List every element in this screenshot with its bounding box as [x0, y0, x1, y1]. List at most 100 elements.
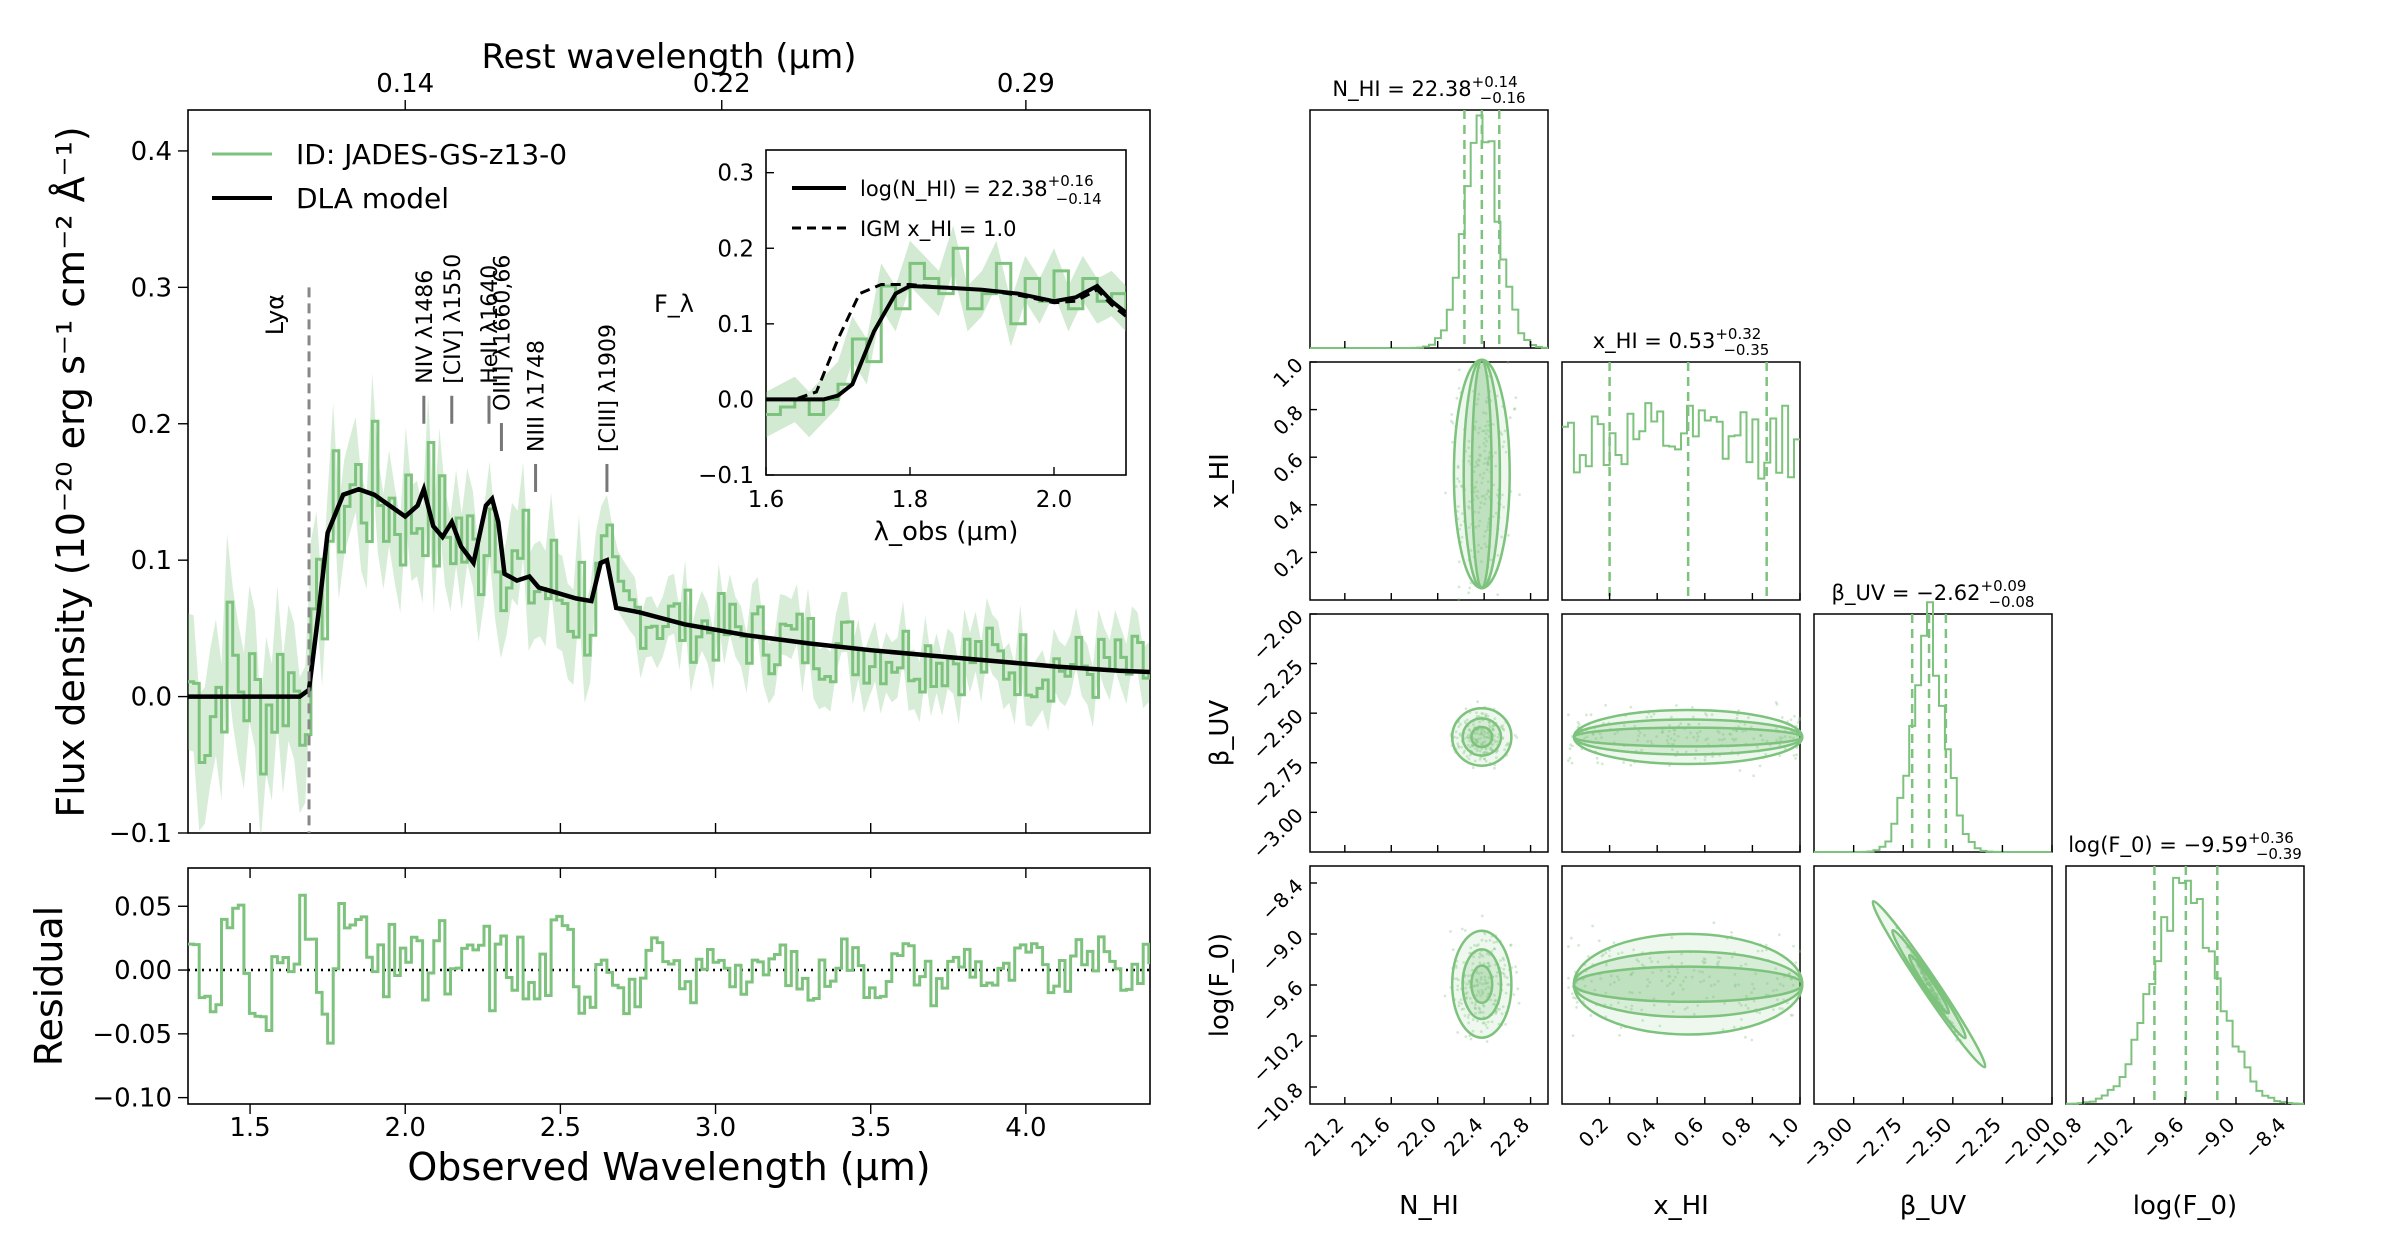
corner-sample-point	[1568, 756, 1572, 760]
corner-sample-point	[1672, 979, 1675, 982]
corner-sample-point	[1572, 996, 1575, 999]
corner-sample-point	[1934, 992, 1937, 996]
corner-sample-point	[1504, 1022, 1507, 1026]
corner-xtick-label: −2.75	[1846, 1113, 1906, 1173]
corner-sample-point	[1500, 433, 1504, 436]
spectrum-xtick-label: 4.0	[1005, 1113, 1046, 1143]
corner-sample-point	[1930, 989, 1934, 993]
corner-sample-point	[1473, 465, 1477, 469]
corner-sample-point	[1492, 941, 1496, 944]
inset-xtick-label: 2.0	[1036, 487, 1073, 513]
emission-line-label: HeII λ1640	[478, 265, 503, 384]
corner-sample-point	[1684, 750, 1688, 754]
corner-sample-point	[1660, 730, 1664, 734]
corner-title: N_HI = 22.38+0.14 −0.16	[1332, 73, 1525, 107]
corner-sample-point	[1761, 738, 1765, 742]
corner-sample-point	[1585, 735, 1589, 739]
corner-sample-point	[1495, 394, 1499, 398]
corner-histogram	[1562, 402, 1800, 480]
corner-sample-point	[1792, 944, 1795, 948]
corner-sample-point	[1456, 477, 1459, 481]
corner-sample-point	[1467, 1021, 1471, 1025]
corner-title: x_HI = 0.53+0.32 −0.35	[1593, 325, 1770, 359]
corner-sample-point	[1483, 449, 1487, 453]
corner-sample-point	[1633, 724, 1637, 728]
corner-sample-point	[1704, 738, 1708, 742]
inset-ytick-label: −0.1	[698, 463, 754, 489]
corner-sample-point	[1473, 759, 1477, 763]
spectrum-ytick-label: 0.2	[131, 410, 172, 440]
corner-sample-point	[1765, 982, 1769, 985]
dla-model-series	[188, 481, 1150, 699]
corner-sample-point	[1467, 505, 1470, 508]
corner-sample-point	[1930, 989, 1933, 992]
corner-sample-point	[1750, 991, 1754, 994]
corner-sample-point	[1716, 729, 1720, 733]
corner-sample-point	[1478, 720, 1482, 724]
corner-sample-point	[1493, 993, 1496, 997]
residual-ytick-label: −0.10	[92, 1084, 172, 1114]
corner-sample-point	[1640, 963, 1644, 967]
corner-panel: x_HI = 0.53+0.32 −0.35	[1561, 325, 1801, 601]
residual-ticks: −0.10 −0.05 0.00 0.05	[92, 892, 188, 1114]
corner-sample-point	[1608, 948, 1611, 952]
corner-sample-point	[1699, 980, 1702, 984]
corner-sample-point	[1602, 953, 1605, 956]
corner-sample-point	[1515, 970, 1518, 974]
corner-sample-point	[1924, 977, 1928, 981]
corner-sample-point	[1480, 712, 1484, 715]
corner-sample-point	[1743, 723, 1747, 726]
corner-sample-point	[1477, 714, 1481, 718]
corner-sample-point	[1660, 979, 1664, 983]
corner-sample-point	[1467, 974, 1470, 978]
corner-sample-point	[1476, 397, 1480, 401]
corner-sample-point	[1697, 722, 1701, 726]
corner-ylabel: x_HI	[1205, 453, 1235, 509]
corner-sample-point	[1486, 525, 1489, 529]
corner-sample-point	[1929, 986, 1933, 990]
corner-sample-point	[1600, 762, 1604, 766]
corner-sample-point	[1591, 733, 1595, 736]
corner-title-plus: +0.32	[1715, 325, 1761, 343]
corner-xtick-label: −3.00	[1797, 1113, 1857, 1173]
corner-sample-point	[1460, 1007, 1464, 1011]
corner-sample-point	[1593, 988, 1597, 992]
residual-ylabel: Residual	[27, 906, 71, 1066]
corner-sample-point	[1717, 738, 1721, 742]
corner-sample-point	[1733, 984, 1737, 988]
corner-sample-point	[1935, 996, 1939, 1000]
corner-sample-point	[1456, 466, 1460, 470]
corner-sample-point	[1488, 721, 1492, 724]
corner-sample-point	[1752, 987, 1756, 991]
corner-sample-point	[1650, 960, 1653, 963]
corner-panel: N_HI = 22.38+0.14 −0.16	[1309, 73, 1549, 349]
corner-sample-point	[1686, 1006, 1689, 1009]
corner-sample-point	[1772, 989, 1775, 992]
corner-ytick-label: −2.25	[1247, 654, 1307, 714]
corner-sample-point	[1501, 724, 1505, 727]
corner-sample-point	[1571, 1034, 1575, 1037]
corner-sample-point	[1483, 542, 1487, 546]
corner-sample-point	[1681, 987, 1685, 991]
corner-sample-point	[1502, 967, 1506, 971]
inset-xlabel: λ_obs (µm)	[874, 517, 1019, 547]
corner-sample-point	[1468, 997, 1472, 1000]
corner-sample-point	[1936, 997, 1939, 1000]
corner-sample-point	[1459, 523, 1463, 527]
corner-sample-point	[1482, 1011, 1485, 1014]
corner-sample-point	[1717, 960, 1720, 964]
corner-sample-point	[1764, 753, 1768, 756]
corner-sample-point	[1475, 971, 1479, 975]
corner-sample-point	[1744, 1035, 1747, 1039]
corner-sample-point	[1486, 461, 1489, 465]
corner-sample-point	[1629, 972, 1633, 976]
corner-sample-point	[1482, 535, 1486, 538]
corner-sample-point	[1783, 735, 1787, 738]
corner-sample-point	[1483, 757, 1487, 761]
corner-sample-point	[1692, 735, 1696, 739]
corner-sample-point	[1483, 429, 1486, 433]
corner-panel	[1561, 613, 1804, 853]
corner-contour	[1461, 717, 1503, 757]
corner-sample-point	[1928, 984, 1931, 988]
corner-sample-point	[1925, 982, 1929, 986]
